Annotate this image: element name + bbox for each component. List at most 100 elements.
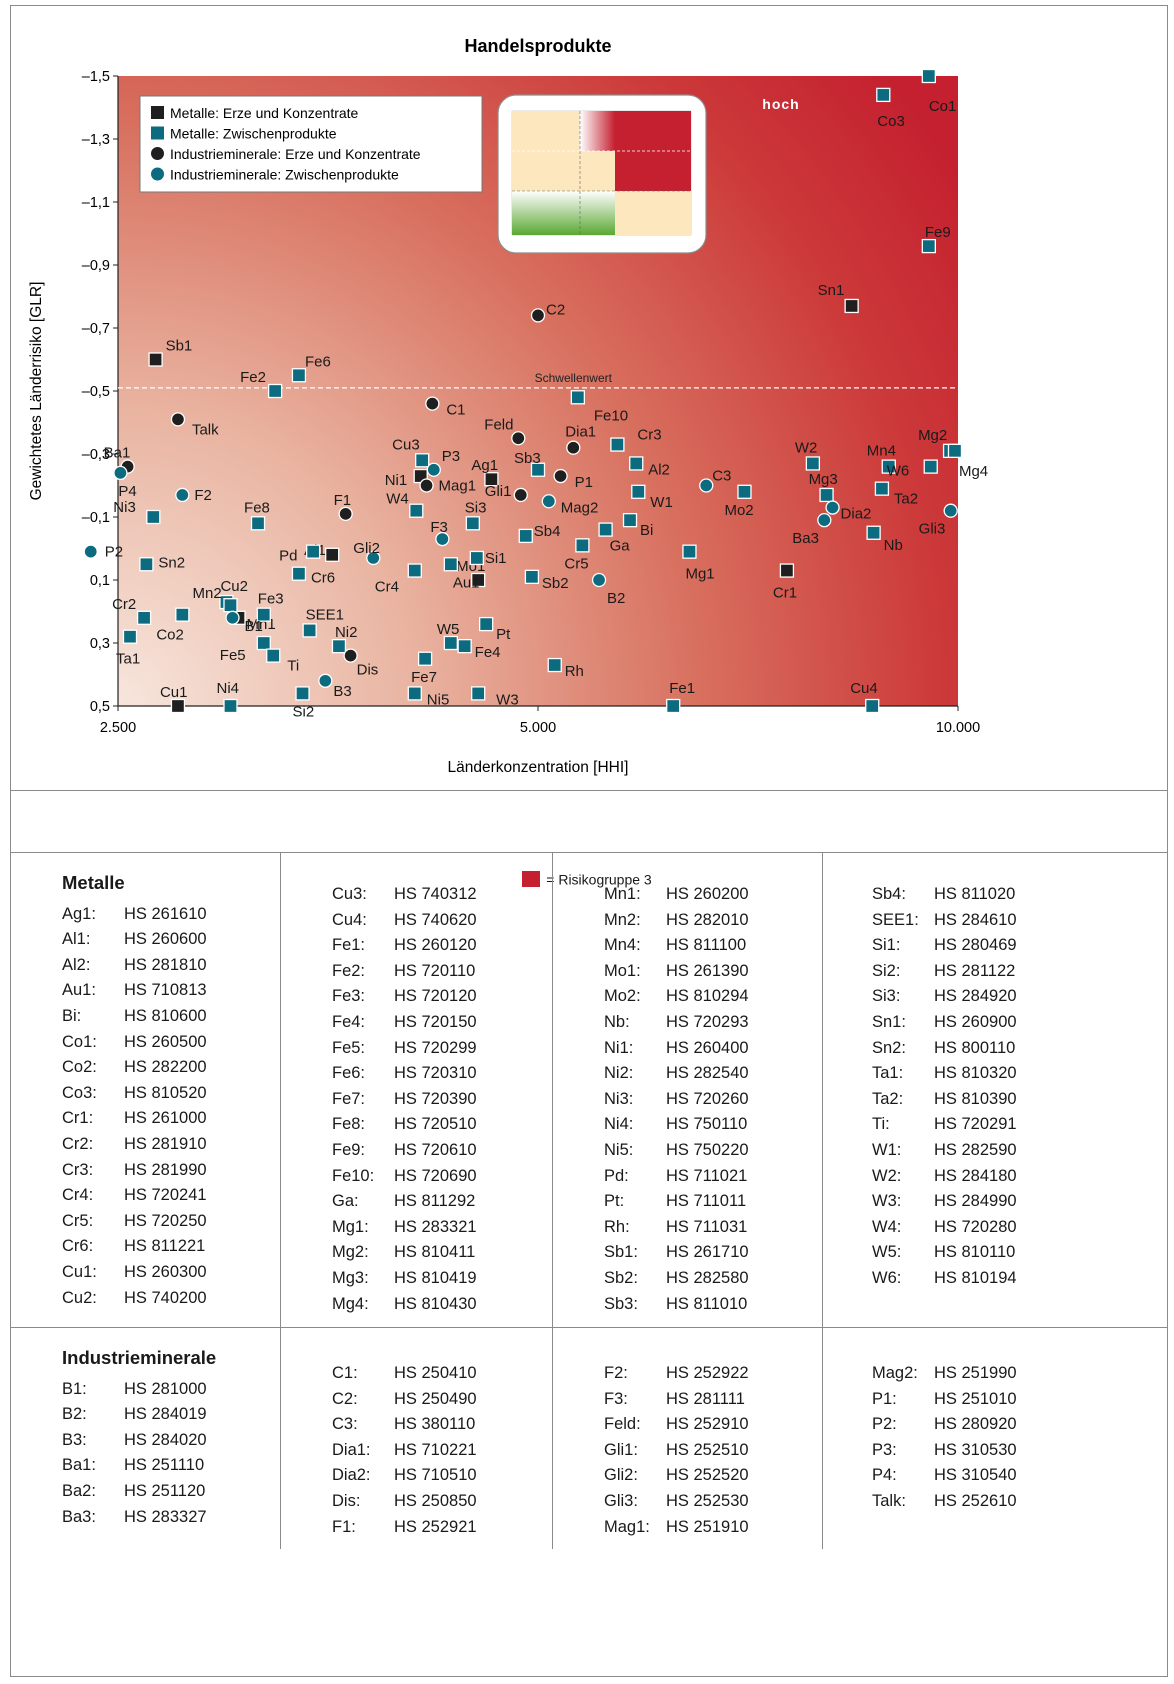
code-row: Mag1: HS 251910 — [604, 1515, 749, 1541]
point-w6-label: W6 — [887, 463, 910, 480]
code-key: Fe7: — [332, 1089, 366, 1108]
point-gli3-label: Gli3 — [919, 521, 946, 538]
point-rh-label: Rh — [565, 663, 584, 680]
point-dia1-label: Dia1 — [565, 424, 596, 441]
code-key: P2: — [872, 1415, 897, 1434]
code-key: Mo2: — [604, 987, 641, 1006]
risk-group-label: = Risikogruppe 3 — [546, 871, 652, 888]
hs-code: HS 740620 — [394, 910, 477, 929]
y-tick-label: –0,5 — [82, 384, 110, 400]
code-key: Ta2: — [872, 1089, 904, 1108]
hs-code: HS 310540 — [934, 1466, 1017, 1485]
legend-label: Metalle: Erze und Konzentrate — [170, 105, 359, 121]
hs-code: HS 281000 — [124, 1379, 207, 1398]
code-key: Gli3: — [604, 1491, 638, 1510]
point-sn2 — [139, 557, 154, 572]
point-ta2-label: Ta2 — [894, 491, 918, 508]
hs-code: HS 261610 — [124, 904, 207, 923]
code-key: Mag2: — [872, 1364, 918, 1382]
point-mn2-label: Mn2 — [192, 585, 221, 602]
hs-code: HS 260900 — [934, 1012, 1017, 1031]
point-p4-label: P4 — [118, 483, 136, 500]
hs-code: HS 251010 — [934, 1389, 1017, 1408]
hs-code: HS 811221 — [124, 1237, 206, 1256]
point-f1 — [338, 506, 353, 521]
point-b2-label: B2 — [607, 590, 625, 607]
legend-marker — [151, 106, 164, 119]
code-row: Ni3: HS 720260 — [604, 1087, 749, 1113]
point-bi — [622, 513, 638, 528]
hs-code: HS 251910 — [666, 1517, 749, 1536]
code-row: Al1: HS 260600 — [62, 927, 207, 953]
hs-code: HS 250410 — [394, 1364, 477, 1382]
point-fe6 — [291, 368, 307, 383]
code-row: Pt: HS 711011 — [604, 1189, 749, 1215]
point-dia1 — [566, 440, 581, 455]
point-fe1-label: Fe1 — [669, 680, 695, 697]
point-si3 — [465, 516, 480, 531]
code-key: Co2: — [62, 1058, 97, 1077]
point-ag1-label: Ag1 — [471, 457, 498, 474]
hs-code: HS 282200 — [124, 1058, 207, 1077]
code-key: Sb3: — [604, 1294, 638, 1313]
point-c1 — [425, 396, 440, 411]
point-mg3-label: Mg3 — [809, 471, 838, 488]
code-key: Cu3: — [332, 885, 367, 903]
code-key: Al2: — [62, 955, 91, 974]
code-row: Si3: HS 284920 — [872, 984, 1017, 1010]
point-cr5-label: Cr5 — [564, 555, 588, 572]
hs-code: HS 750220 — [666, 1140, 749, 1159]
hs-code: HS 284610 — [934, 910, 1017, 929]
code-row: Co3: HS 810520 — [62, 1081, 207, 1107]
code-row: Si1: HS 280469 — [872, 933, 1017, 959]
point-pd — [306, 544, 321, 559]
code-row: Cu1: HS 260300 — [62, 1260, 207, 1286]
point-fe3-label: Fe3 — [258, 591, 284, 608]
point-w5 — [443, 635, 458, 651]
code-row: Sb1: HS 261710 — [604, 1240, 749, 1266]
hs-code: HS 811292 — [394, 1192, 476, 1211]
point-co3-label: Co3 — [877, 113, 905, 130]
code-key: F3: — [604, 1389, 628, 1408]
hs-code: HS 720299 — [394, 1038, 477, 1057]
code-row: F3: HS 281111 — [604, 1387, 749, 1413]
point-fe1 — [666, 698, 681, 714]
hs-code: HS 720280 — [934, 1217, 1017, 1236]
code-key: Mg4: — [332, 1294, 369, 1313]
hs-code: HS 261390 — [666, 961, 749, 980]
point-mo2-label: Mo2 — [724, 502, 753, 519]
code-row: Feld: HS 252910 — [604, 1412, 749, 1438]
hs-code: HS 280469 — [934, 936, 1017, 955]
code-column: F2: HS 252922 F3: HS 281111 Feld: HS 252910 Gl… — [604, 1361, 749, 1540]
point-see1 — [302, 623, 317, 638]
hs-code: HS 711021 — [666, 1166, 748, 1185]
code-row: Mo1: HS 261390 — [604, 959, 749, 985]
legend-marker — [151, 147, 164, 160]
hs-code: HS 811010 — [666, 1294, 748, 1313]
scatter-chart: Handelsprodukte –1,5 –1,3 –1,1 –0,9 –0,7 –0,5… — [28, 36, 988, 776]
column-divider — [822, 1327, 823, 1549]
point-pt-label: Pt — [496, 626, 511, 643]
code-key: Ti: — [872, 1115, 890, 1134]
code-row: W5: HS 810110 — [872, 1240, 1017, 1266]
code-key: Mn4: — [604, 936, 641, 955]
point-cu4-label: Cu4 — [850, 680, 878, 697]
point-mag2-label: Mag2 — [561, 499, 599, 516]
code-key: Gli1: — [604, 1440, 638, 1459]
hs-code: HS 310530 — [934, 1440, 1017, 1459]
code-row: Sb2: HS 282580 — [604, 1266, 749, 1292]
code-key: Fe6: — [332, 1064, 366, 1083]
hs-code: HS 252922 — [666, 1364, 749, 1382]
point-si2 — [295, 686, 310, 701]
code-row: Talk: HS 252610 — [872, 1489, 1017, 1515]
figure-frame — [10, 5, 1168, 1677]
hs-code: HS 284180 — [934, 1166, 1017, 1185]
legend-marker — [151, 167, 164, 181]
point-si2-label: Si2 — [293, 703, 315, 720]
point-b1 — [225, 610, 240, 625]
point-talk — [170, 412, 186, 427]
code-key: P4: — [872, 1466, 897, 1485]
code-key: Ta1: — [872, 1064, 904, 1083]
point-c3 — [699, 478, 714, 493]
point-w2 — [805, 456, 821, 471]
